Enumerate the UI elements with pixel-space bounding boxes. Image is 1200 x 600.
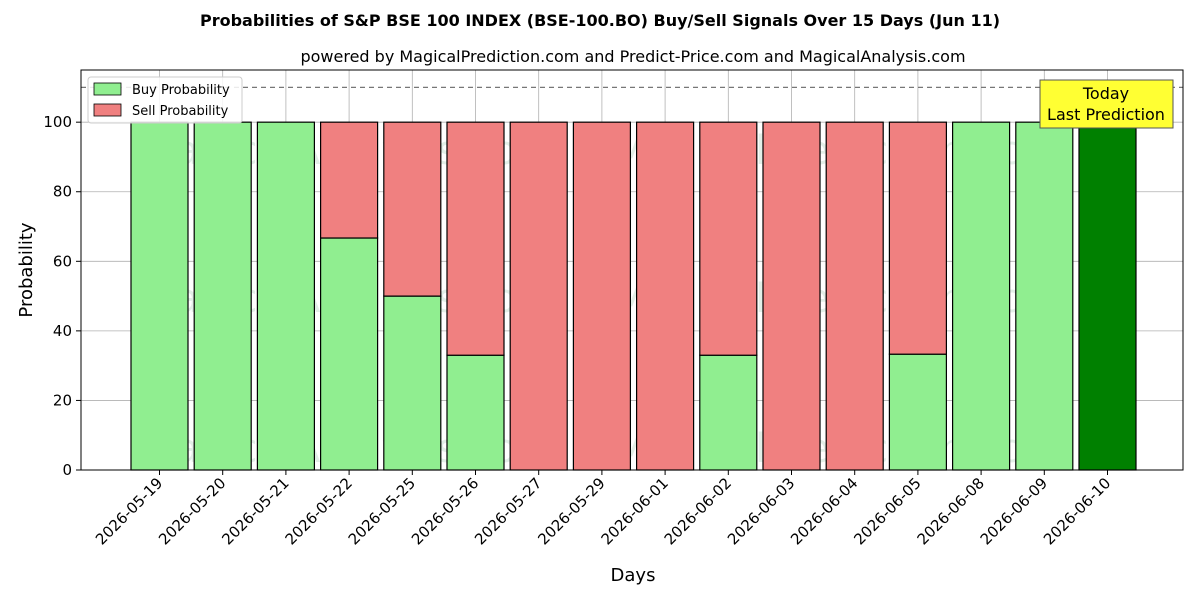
bar-sell-8	[635, 121, 695, 471]
legend-label-buy: Buy Probability	[132, 83, 230, 98]
bar-buy-1	[193, 121, 252, 471]
y-tick-label-1: 20	[53, 391, 72, 409]
bar-buy-4	[383, 295, 442, 471]
bar-buy-15	[1078, 121, 1137, 471]
y-tick-label-4: 80	[53, 183, 72, 201]
x-tick-label-15: 2026-06-10	[1040, 474, 1114, 548]
x-tick-label-11: 2026-06-04	[787, 474, 861, 548]
plot-frame	[80, 69, 1184, 471]
bar-sell-5	[446, 121, 505, 356]
y-axis-label: Probability	[16, 222, 37, 317]
x-tick-label-14: 2026-06-09	[977, 474, 1051, 548]
legend-swatch-buy	[93, 82, 122, 96]
chart-title: Probabilities of S&P BSE 100 INDEX (BSE-…	[200, 11, 1000, 30]
bar-sell-6	[509, 121, 568, 471]
x-tick-label-0: 2026-05-19	[92, 474, 166, 548]
x-tick-label-7: 2026-05-29	[534, 474, 608, 548]
y-tick-label-5: 100	[43, 113, 72, 131]
x-tick-label-3: 2026-05-22	[282, 474, 356, 548]
bar-sell-7	[572, 121, 632, 471]
x-tick-label-1: 2026-05-20	[155, 474, 229, 548]
bar-sell-4	[383, 121, 442, 297]
bar-buy-13	[951, 121, 1011, 471]
bar-buy-2	[256, 121, 315, 471]
x-tick-label-10: 2026-06-03	[724, 474, 798, 548]
bar-sell-10	[762, 121, 821, 471]
x-tick-label-6: 2026-05-27	[471, 474, 545, 548]
chart-subtitle: powered by MagicalPrediction.com and Pre…	[300, 47, 965, 66]
annotation-line-today: Today	[1082, 84, 1129, 103]
bar-buy-5	[446, 354, 505, 471]
y-tick-label-2: 40	[53, 322, 72, 340]
bar-buy-14	[1015, 121, 1074, 471]
bar-sell-9	[699, 121, 758, 356]
bar-buy-9	[699, 354, 758, 471]
bar-sell-12	[888, 121, 948, 355]
x-axis-label: Days	[611, 565, 656, 586]
x-tick-label-8: 2026-06-01	[598, 474, 672, 548]
bar-sell-3	[320, 121, 379, 239]
y-tick-label-0: 0	[62, 461, 72, 479]
x-tick-label-5: 2026-05-26	[408, 474, 482, 548]
x-tick-label-4: 2026-05-25	[345, 474, 419, 548]
legend-swatch-sell	[93, 103, 122, 117]
plot-area: MagicalAnalysis.comMagicalPrediction.com…	[43, 70, 1183, 548]
x-tick-label-12: 2026-06-05	[850, 474, 924, 548]
bar-buy-12	[888, 353, 948, 471]
legend-label-sell: Sell Probability	[132, 104, 229, 119]
bar-sell-11	[825, 121, 884, 471]
today-annotation: Today Last Prediction	[1039, 79, 1174, 129]
x-tick-label-2: 2026-05-21	[218, 474, 292, 548]
x-tick-label-13: 2026-06-08	[914, 474, 988, 548]
y-tick-label-3: 60	[53, 252, 72, 270]
x-tick-label-9: 2026-06-02	[661, 474, 735, 548]
annotation-line-last-prediction: Last Prediction	[1047, 105, 1165, 124]
legend-box	[87, 76, 243, 124]
legend: Buy Probability Sell Probability	[87, 76, 243, 124]
bar-buy-3	[320, 237, 379, 471]
bar-buy-0	[130, 121, 189, 471]
annotation-box	[1039, 79, 1174, 129]
